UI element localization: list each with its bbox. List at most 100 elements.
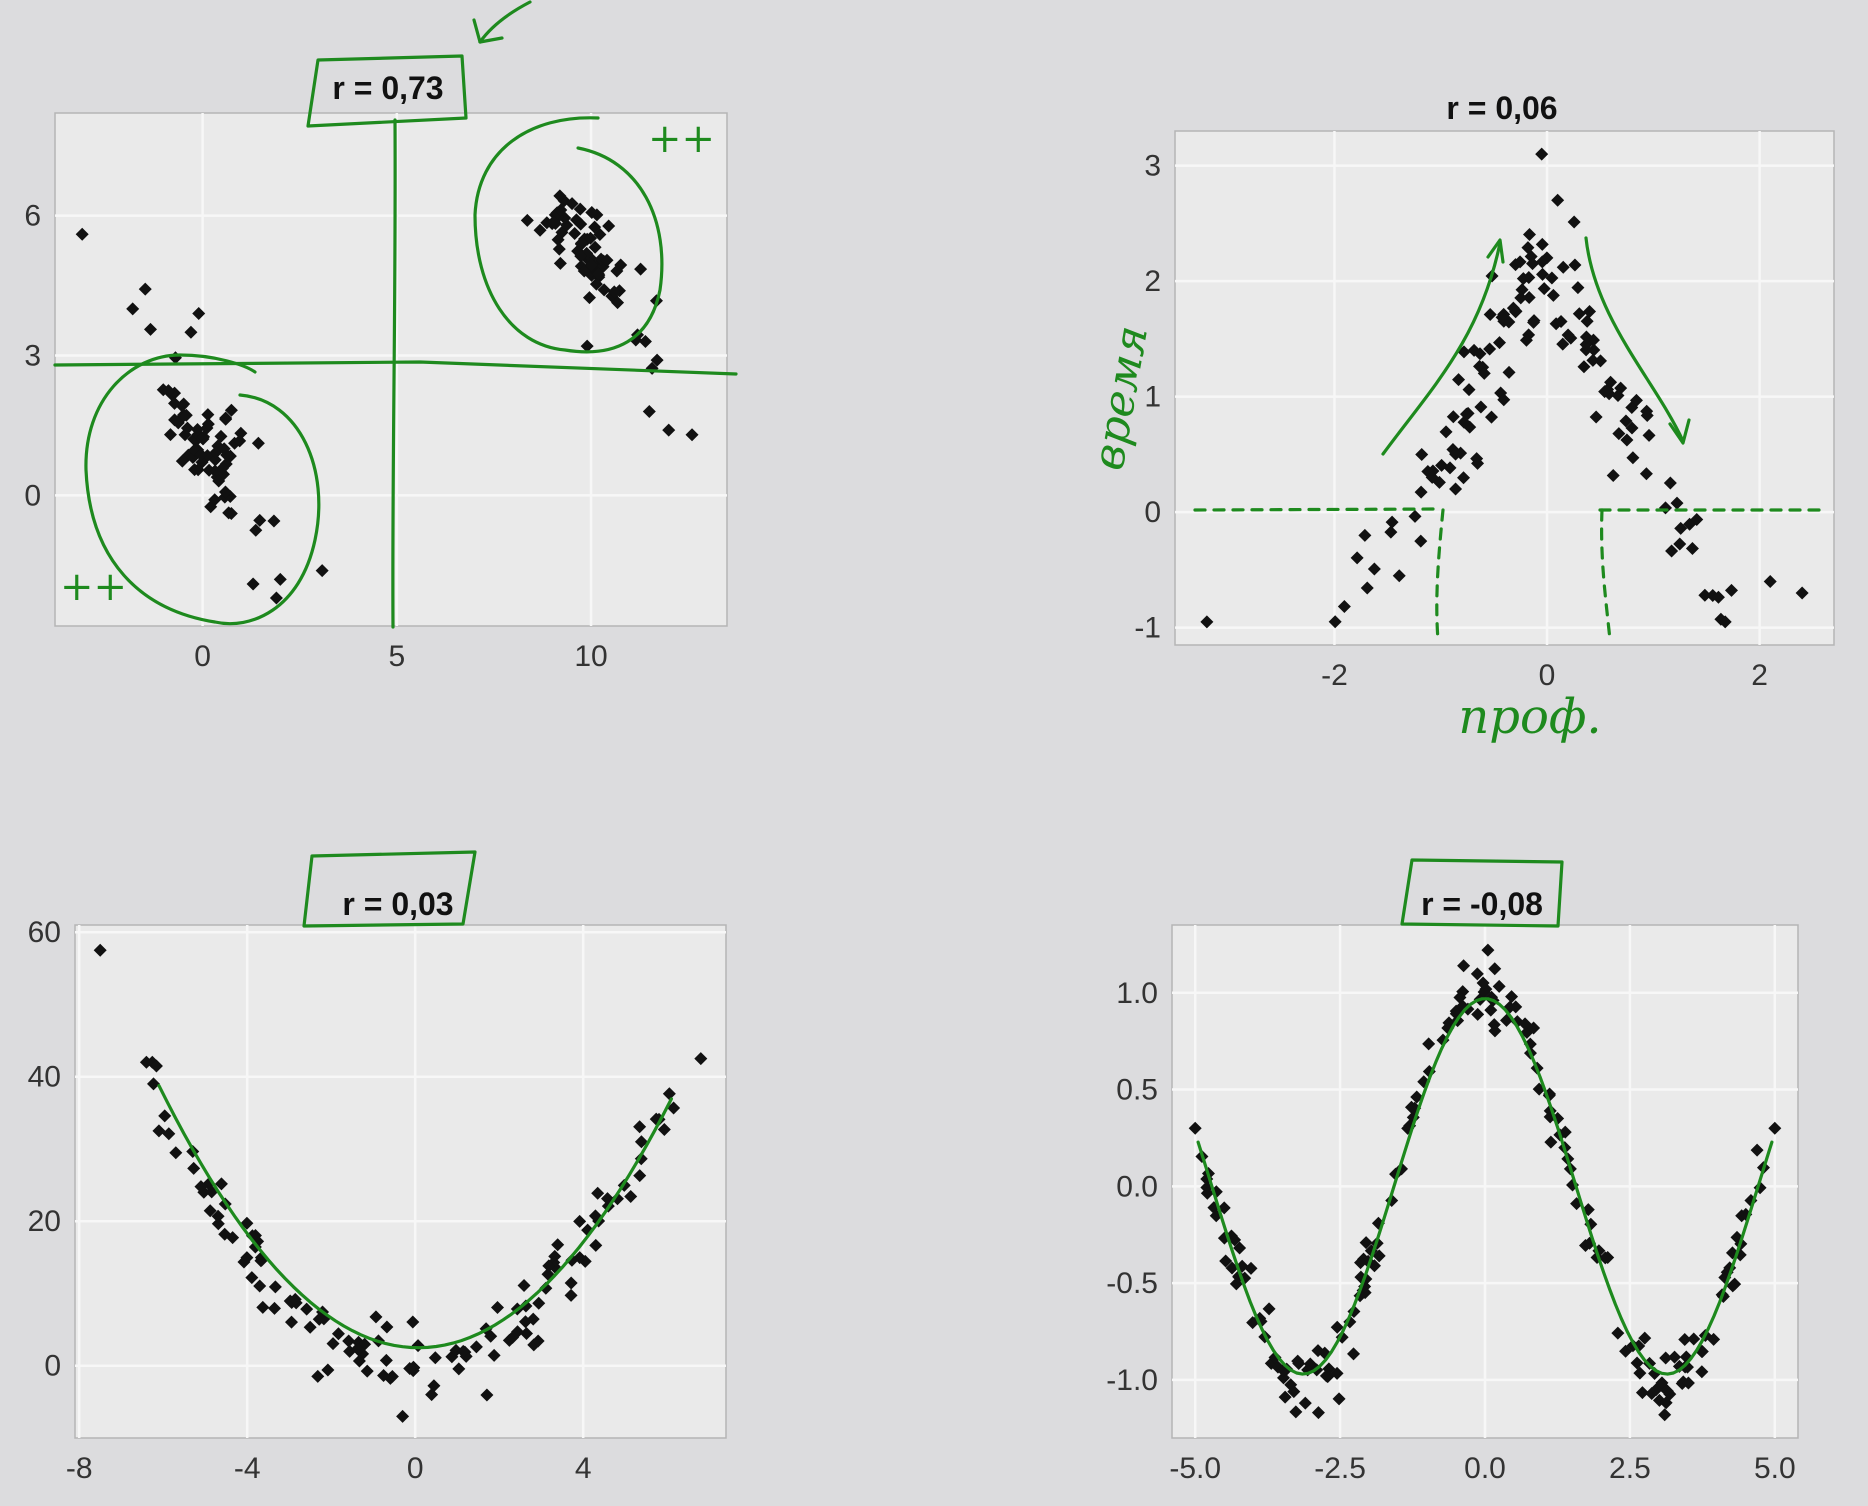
data-point: [1668, 1350, 1682, 1364]
data-point: [139, 1055, 153, 1069]
scatter-panel-top-right: -2 0 2 -1 0 1 2 3 r = 0,06: [1134, 90, 1835, 692]
data-point: [1629, 393, 1643, 407]
data-point: [1626, 451, 1640, 465]
data-point: [1284, 1378, 1298, 1392]
x-tick-labels: -5.0 -2.5 0.0 2.5 5.0: [1169, 1452, 1795, 1485]
data-point: [1446, 410, 1460, 424]
data-point: [253, 513, 267, 527]
data-point: [574, 249, 588, 263]
data-point: [634, 262, 648, 276]
data-point: [396, 1409, 410, 1423]
data-point: [1589, 410, 1603, 424]
data-point: [1598, 1251, 1612, 1265]
data-point: [214, 1177, 228, 1191]
data-point: [1350, 551, 1364, 565]
y-tick-label: -1.0: [1106, 1364, 1158, 1397]
data-point: [187, 1161, 201, 1175]
data-point: [427, 1379, 441, 1393]
data-point: [1633, 1366, 1647, 1380]
x-tick-label: -4: [234, 1452, 261, 1485]
data-point: [1485, 410, 1499, 424]
data-point: [406, 1315, 420, 1329]
x-tick-label: 0.0: [1464, 1452, 1506, 1485]
data-point: [1687, 1332, 1701, 1346]
data-point: [1408, 509, 1422, 523]
data-point: [582, 291, 596, 305]
data-point: [211, 1209, 225, 1223]
x-tick-labels: -8 -4 0 4: [66, 1452, 592, 1485]
data-point: [553, 189, 567, 203]
data-point: [194, 448, 208, 462]
data-point: [1233, 1241, 1247, 1255]
data-point: [268, 1280, 282, 1294]
data-point: [146, 1077, 160, 1091]
data-point: [657, 1122, 671, 1136]
data-point: [1577, 360, 1591, 374]
data-point: [593, 228, 607, 242]
data-point: [1449, 447, 1463, 461]
y-tick-label: 20: [28, 1205, 61, 1238]
data-point: [180, 421, 194, 435]
data-point: [1200, 615, 1214, 629]
data-point: [1544, 1135, 1558, 1149]
y-tick-label: 3: [1144, 150, 1161, 183]
data-point: [1311, 1344, 1325, 1358]
data-point: [1526, 257, 1540, 271]
data-point: [1698, 588, 1712, 602]
data-point: [351, 1343, 365, 1357]
data-point: [311, 1369, 325, 1383]
data-point: [591, 1186, 605, 1200]
cluster-circle-bottom-annotation: [84, 353, 321, 626]
data-point: [1586, 353, 1600, 367]
data-point: [1439, 425, 1453, 439]
grid-lines: [75, 925, 726, 1438]
data-point: [158, 1109, 172, 1123]
data-point: [1612, 427, 1626, 441]
data-point: [1583, 304, 1597, 318]
data-point: [1457, 959, 1471, 973]
vertical-mean-line-annotation: [391, 118, 397, 629]
data-point: [208, 493, 222, 507]
y-tick-labels: -1.0 -0.5 0.0 0.5 1.0: [1106, 977, 1158, 1397]
chart-title: r = -0,08: [1421, 886, 1543, 922]
data-point: [551, 1238, 565, 1252]
data-point: [218, 1227, 232, 1241]
data-point: [1535, 147, 1549, 161]
data-point: [162, 1127, 176, 1141]
data-point: [217, 442, 231, 456]
rising-arrow-annotation: [1381, 241, 1502, 456]
data-point: [1695, 1365, 1709, 1379]
data-point: [685, 428, 699, 442]
data-point: [1435, 458, 1449, 472]
y-tick-labels: -1 0 1 2 3: [1134, 150, 1161, 645]
data-point: [1620, 433, 1634, 447]
data-point: [1527, 315, 1541, 329]
data-point: [551, 233, 565, 247]
data-point: [1372, 1249, 1386, 1263]
data-point: [564, 1276, 578, 1290]
plus-plus-top-annotation: ++: [648, 116, 715, 162]
data-point: [1481, 943, 1495, 957]
data-point: [1659, 1351, 1673, 1365]
data-point: [1367, 562, 1381, 576]
data-point: [1726, 1279, 1740, 1293]
horizontal-mean-line-annotation: [53, 360, 738, 376]
data-point: [273, 572, 287, 586]
data-point: [1483, 308, 1497, 322]
y-tick-label: 0.5: [1116, 1074, 1158, 1107]
data-point: [1750, 1143, 1764, 1157]
data-point: [1414, 485, 1428, 499]
data-point: [163, 428, 177, 442]
data-point: [321, 1363, 335, 1377]
plus-plus-bottom-annotation: ++: [60, 564, 127, 610]
data-point: [168, 413, 182, 427]
data-point: [490, 1300, 504, 1314]
data-point: [203, 1204, 217, 1218]
data-point: [1452, 373, 1466, 387]
x-tick-label: 0: [1539, 659, 1556, 692]
plot-background: [74, 924, 727, 1439]
data-point: [1578, 1239, 1592, 1253]
data-point: [218, 485, 232, 499]
data-points: [1188, 943, 1782, 1422]
data-point: [1580, 314, 1594, 328]
